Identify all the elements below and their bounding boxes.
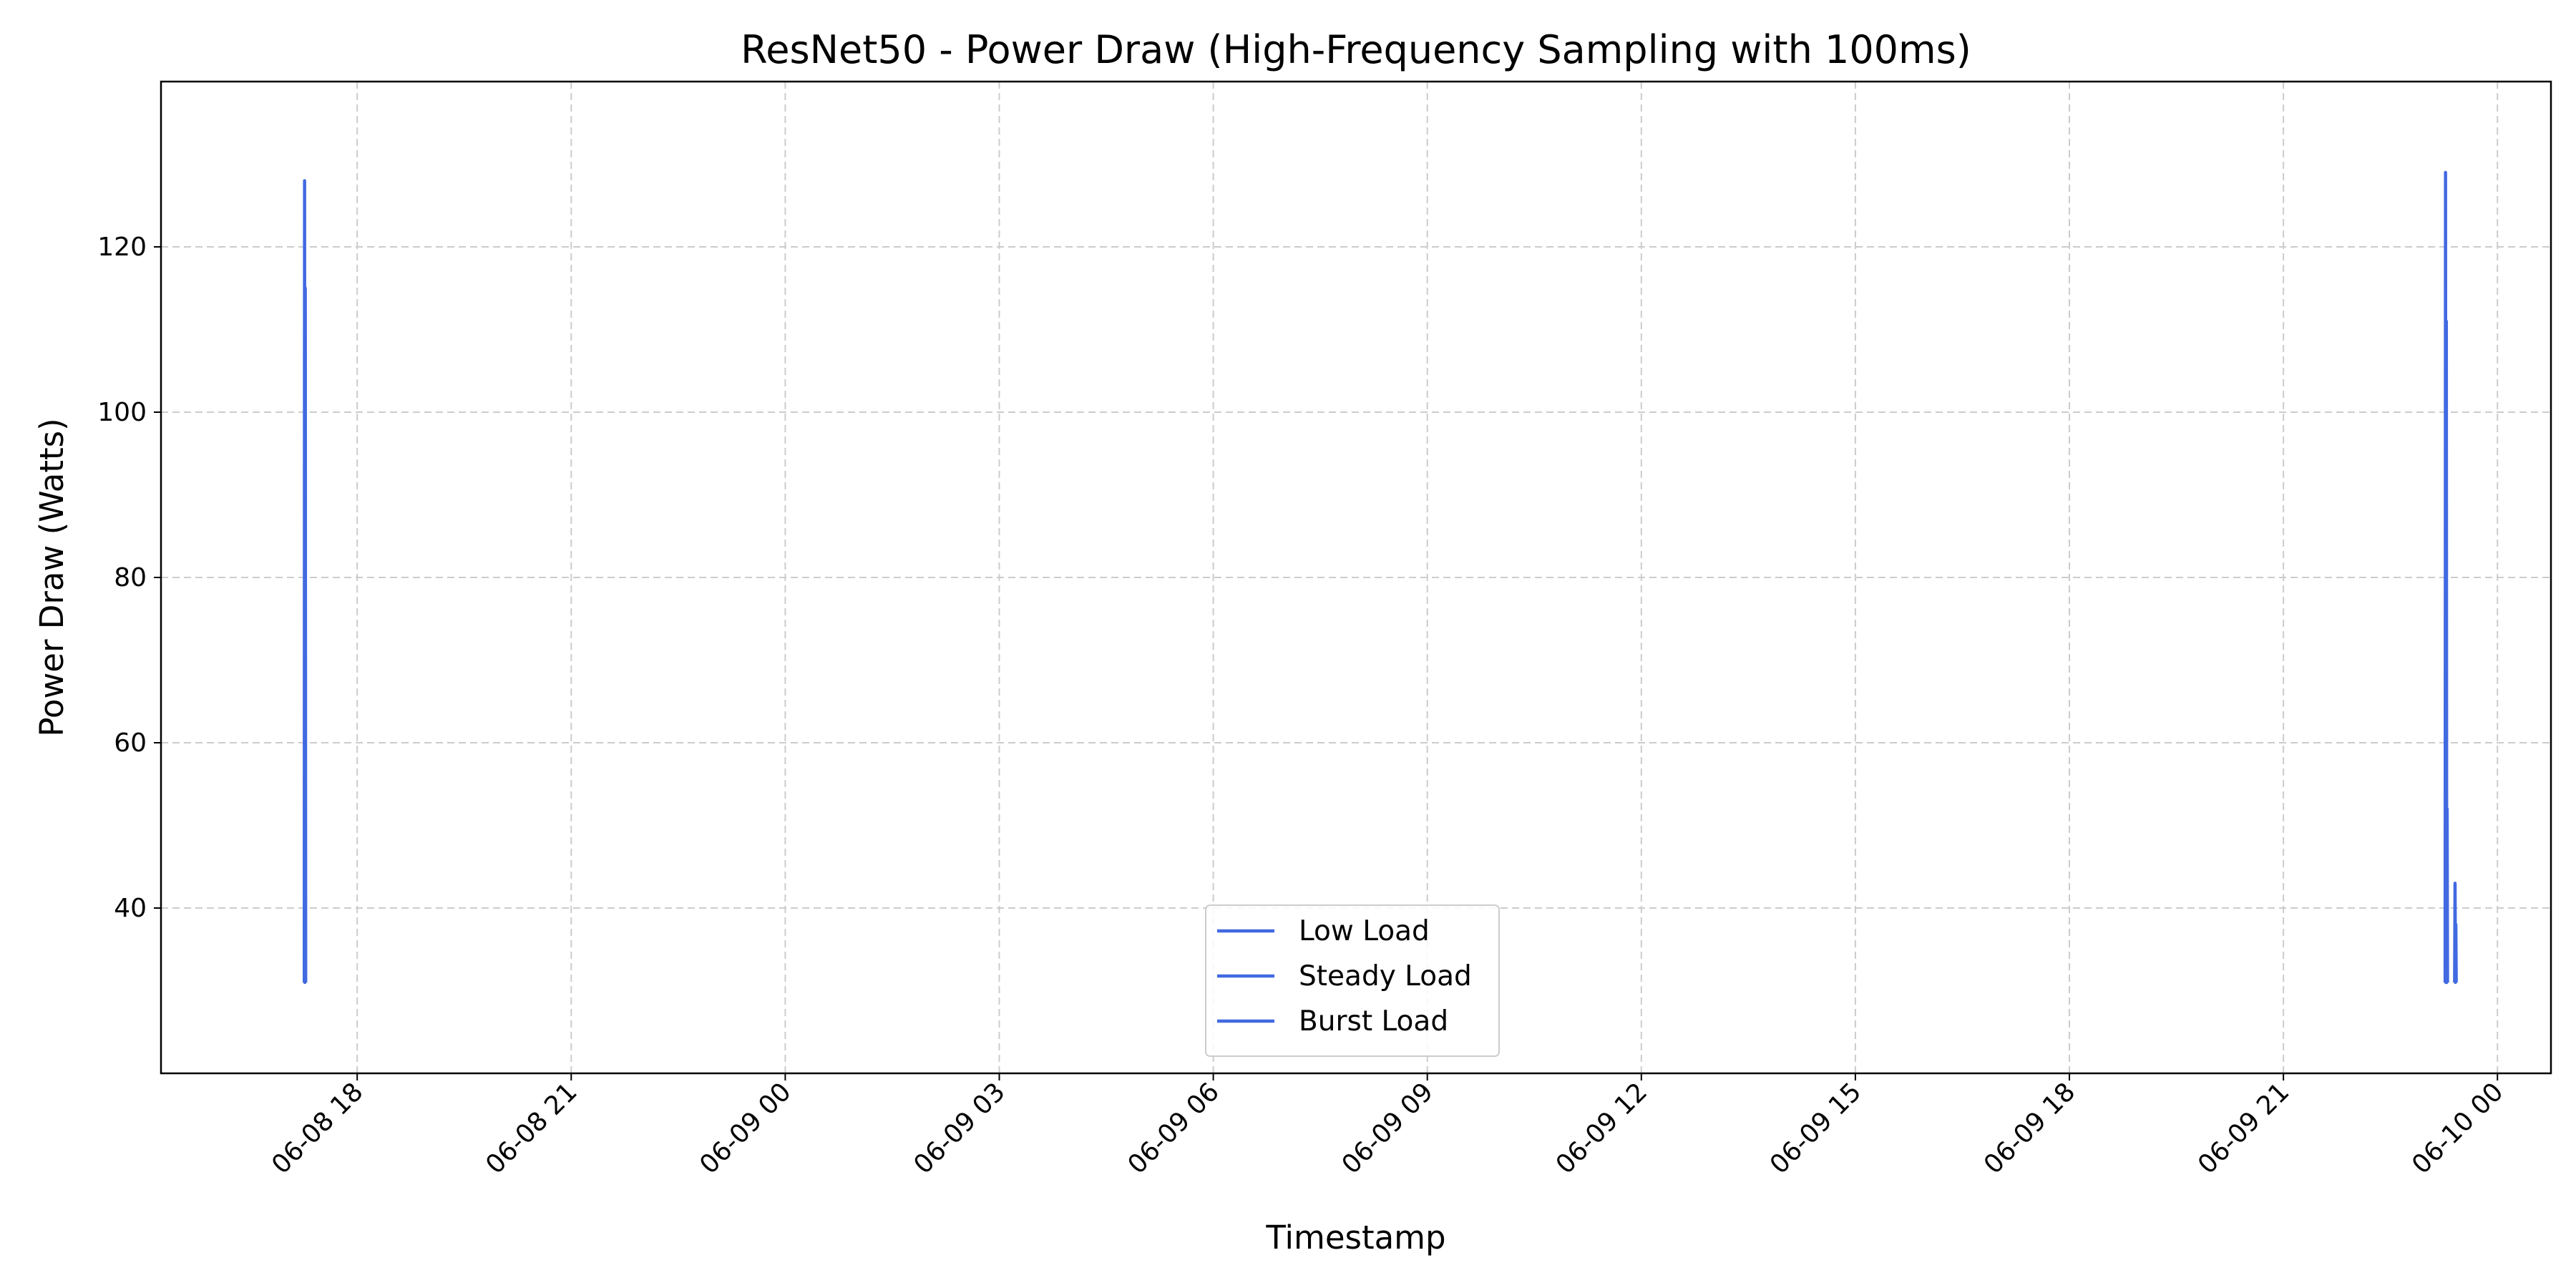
series-line-2 [2443,170,2449,985]
legend-label: Low Load [1299,915,1430,947]
y-tick-label: 80 [114,563,147,592]
chart-title: ResNet50 - Power Draw (High-Frequency Sa… [741,27,1971,72]
y-tick-label: 100 [97,398,147,427]
legend-label: Burst Load [1299,1005,1448,1038]
x-axis-title: Timestamp [1265,1219,1445,1257]
y-tick-label: 40 [114,894,147,923]
grid-layer [161,82,2551,1073]
legend-label: Steady Load [1299,960,1472,992]
series-layer [302,170,2458,985]
y-axis-title: Power Draw (Watts) [33,418,71,736]
legend-box [1205,904,1500,1057]
legend: Low Load Steady Load Burst Load [1205,904,1500,1057]
y-tick-label: 60 [114,728,147,758]
y-tick-label: 120 [97,233,147,262]
series-line-1 [302,179,308,985]
series-line-3 [2453,882,2458,985]
